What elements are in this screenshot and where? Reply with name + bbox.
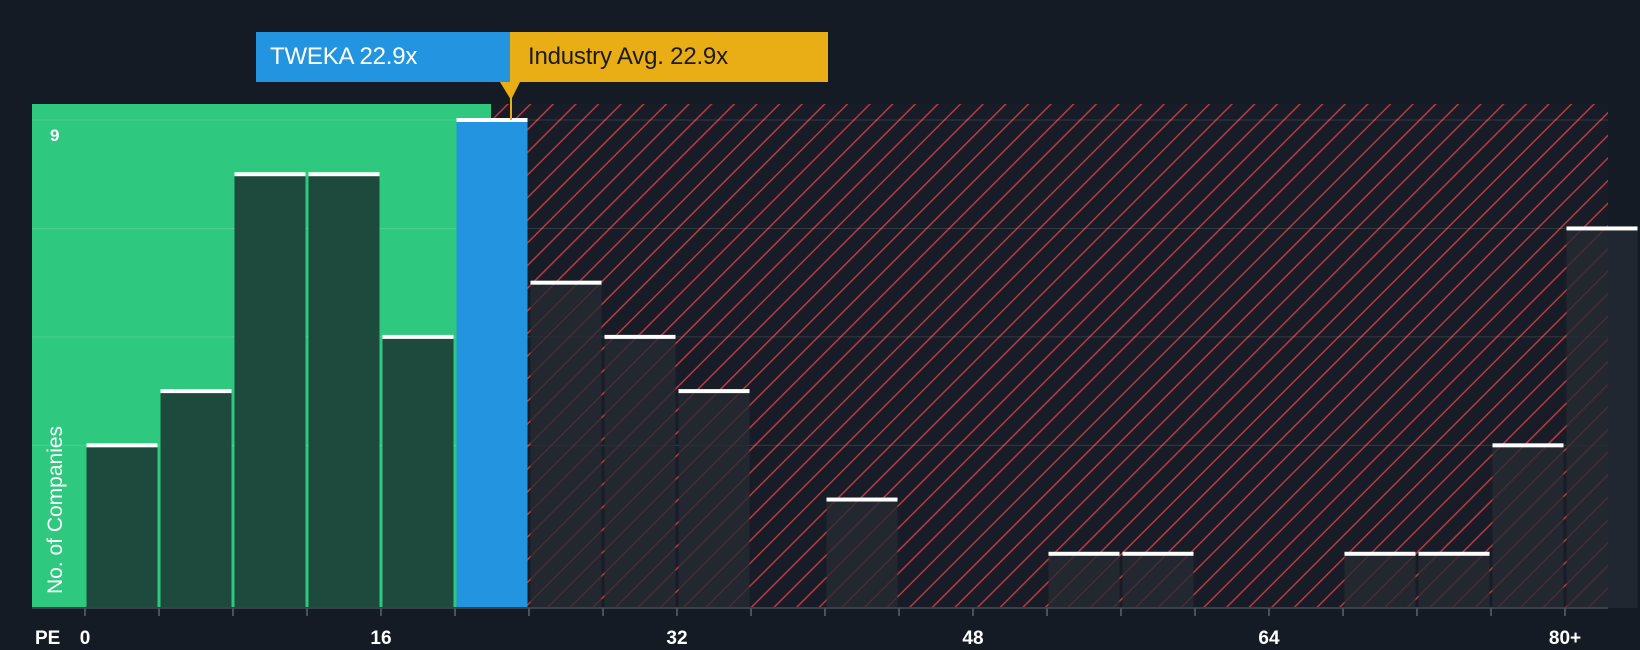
histogram-bar-cap xyxy=(604,334,676,339)
histogram-bar-cap xyxy=(382,334,454,339)
x-tick-label: 0 xyxy=(79,628,91,649)
histogram-bar-cap xyxy=(1048,551,1120,556)
histogram-bar xyxy=(1344,553,1416,608)
y-axis-title: No. of Companies xyxy=(44,425,67,595)
histogram-bar-cap xyxy=(234,172,306,177)
histogram-bar xyxy=(86,445,158,608)
histogram-bar-cap xyxy=(1418,551,1490,556)
y-tick-label-9: 9 xyxy=(50,126,60,145)
histogram-bar xyxy=(1048,553,1120,608)
x-tick-label: 64 xyxy=(1258,628,1280,649)
industry-average-label: Industry Avg. 22.9x xyxy=(510,32,828,82)
histogram-bar-cap xyxy=(1492,443,1564,448)
histogram-bar xyxy=(1122,553,1194,608)
histogram-bar-cap xyxy=(1122,551,1194,556)
histogram-bar xyxy=(604,336,676,608)
histogram-bar-cap xyxy=(826,497,898,502)
histogram-bar xyxy=(530,282,602,608)
histogram-bar xyxy=(678,391,750,608)
histogram-bar xyxy=(456,120,528,608)
x-tick-label: 32 xyxy=(666,628,688,649)
histogram-bar xyxy=(382,336,454,608)
company-pe-label: TWEKA 22.9x xyxy=(256,32,514,82)
histogram-bar xyxy=(160,391,232,608)
histogram-bar xyxy=(308,174,380,608)
x-axis-title: PE xyxy=(35,628,61,649)
histogram-bar xyxy=(1418,553,1490,608)
histogram-bar xyxy=(1492,445,1564,608)
histogram-bar-cap xyxy=(1344,551,1416,556)
histogram-bar xyxy=(826,499,898,608)
x-tick-marks xyxy=(84,608,1566,616)
histogram-bar-cap xyxy=(678,389,750,394)
histogram-bar-cap xyxy=(308,172,380,177)
histogram-bar-cap xyxy=(86,443,158,448)
histogram-bar-cap xyxy=(456,118,528,122)
company-label-pointer xyxy=(500,82,520,100)
histogram-bars xyxy=(86,118,1638,608)
histogram-bar-cap xyxy=(160,389,232,394)
x-tick-label: 80+ xyxy=(1548,628,1582,649)
x-tick-label: 48 xyxy=(962,628,984,649)
histogram-bar-cap xyxy=(530,280,602,285)
above-average-zone xyxy=(491,104,1608,608)
histogram-bar-cap xyxy=(1566,226,1638,231)
histogram-bar xyxy=(234,174,306,608)
histogram-bar xyxy=(1566,228,1638,608)
x-tick-label: 16 xyxy=(370,628,392,649)
